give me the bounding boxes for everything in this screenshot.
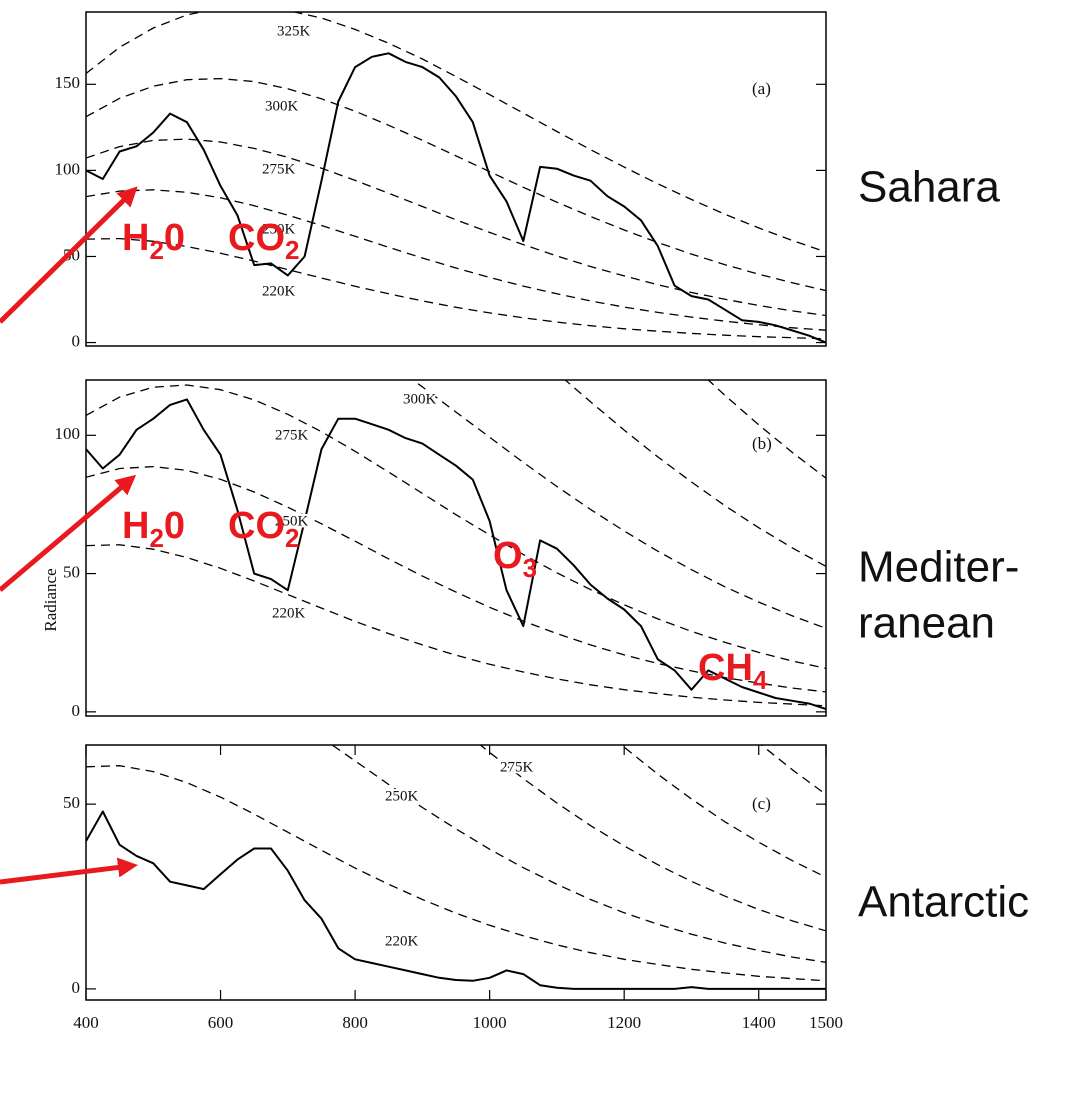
temperature-curve xyxy=(86,544,826,707)
y-tick-label: 100 xyxy=(55,159,81,178)
annotation-text: CO xyxy=(228,505,285,547)
y-tick-label: 0 xyxy=(72,331,81,350)
annotation-subscript: 2 xyxy=(285,523,299,553)
curve-label: 220K xyxy=(262,283,296,299)
panel-label: (b) xyxy=(752,434,772,453)
temperature-curve xyxy=(86,77,826,292)
curve-label: 220K xyxy=(385,933,419,949)
curve-label: 250K xyxy=(262,221,296,237)
annotation: CH4 xyxy=(698,647,768,695)
y-tick-label: 50 xyxy=(63,562,80,581)
x-tick-label: 1200 xyxy=(607,1013,641,1032)
curve-label: 250K xyxy=(385,788,419,804)
temperature-curve xyxy=(331,745,826,963)
x-tick-label: 1000 xyxy=(473,1013,507,1032)
annotation-text: 0 xyxy=(164,217,185,259)
plot-area xyxy=(86,380,826,711)
annotation-subscript: 2 xyxy=(149,523,163,553)
y-tick-label: 150 xyxy=(55,73,81,92)
annotation-text: CH xyxy=(698,647,753,689)
annotation-text: 0 xyxy=(164,505,185,547)
annotation-subscript: 4 xyxy=(753,665,768,695)
temperature-curve xyxy=(86,237,826,340)
plot-frame xyxy=(85,11,827,347)
temperature-curve xyxy=(86,138,826,317)
annotation: CO2 xyxy=(228,217,299,265)
plot-area xyxy=(86,12,826,344)
x-tick-label: 800 xyxy=(342,1013,368,1032)
temperature-curve xyxy=(86,465,826,693)
curve-label: 325K xyxy=(277,23,311,39)
curve-label: 300K xyxy=(403,391,437,407)
spectrum-line xyxy=(86,52,826,344)
y-tick-label: 100 xyxy=(55,424,81,443)
x-tick-label: 400 xyxy=(73,1013,99,1032)
region-label: ranean xyxy=(858,599,995,648)
curve-label: 300K xyxy=(265,98,299,114)
y-tick-label: 0 xyxy=(72,701,81,720)
annotation-text: CO xyxy=(228,217,285,259)
curve-label: 275K xyxy=(262,161,296,177)
curve-label: 220K xyxy=(272,605,306,621)
x-tick-label: 1400 xyxy=(742,1013,776,1032)
temperature-curve xyxy=(86,189,826,331)
region-label: Sahara xyxy=(858,163,1000,212)
arrow xyxy=(0,857,138,885)
temperature-curve xyxy=(86,12,826,253)
temperature-curve xyxy=(620,745,826,878)
panel-label: (c) xyxy=(752,794,771,813)
temperature-curve xyxy=(86,384,826,670)
annotation-text: H xyxy=(122,217,149,259)
curve-label: 250K xyxy=(275,513,309,529)
plot-area xyxy=(86,89,826,990)
y-tick-label: 0 xyxy=(72,978,81,997)
x-tick-label: 600 xyxy=(208,1013,234,1032)
annotation-text: H xyxy=(122,505,149,547)
region-label: Mediter- xyxy=(858,543,1019,592)
plot-frame xyxy=(85,744,827,1001)
annotation-subscript: 3 xyxy=(523,553,537,583)
annotation: CO2 xyxy=(228,505,299,553)
y-tick-label: 50 xyxy=(63,793,80,812)
annotation: O3 xyxy=(493,535,537,583)
spectrum-line xyxy=(86,810,826,990)
curve-label: 275K xyxy=(275,427,309,443)
panel-label: (a) xyxy=(752,79,771,98)
annotation: H20 xyxy=(122,505,185,553)
annotation-subscript: 2 xyxy=(285,235,299,265)
temperature-curve xyxy=(564,380,826,567)
temperature-curve xyxy=(479,745,826,932)
y-axis-title: Radiance xyxy=(41,568,60,631)
annotation-subscript: 2 xyxy=(149,235,163,265)
temperature-curve xyxy=(86,89,826,677)
annotation: H20 xyxy=(122,217,185,265)
plot-frame xyxy=(85,379,827,717)
spectrum-line xyxy=(86,398,826,711)
arrow xyxy=(0,474,137,592)
curve-label: 275K xyxy=(500,759,534,775)
x-tick-label: 1500 xyxy=(809,1013,843,1032)
arrow xyxy=(0,186,138,324)
temperature-curve xyxy=(411,380,826,629)
temperature-curve xyxy=(86,765,826,982)
region-label: Antarctic xyxy=(858,878,1029,927)
annotation-text: O xyxy=(493,535,523,577)
